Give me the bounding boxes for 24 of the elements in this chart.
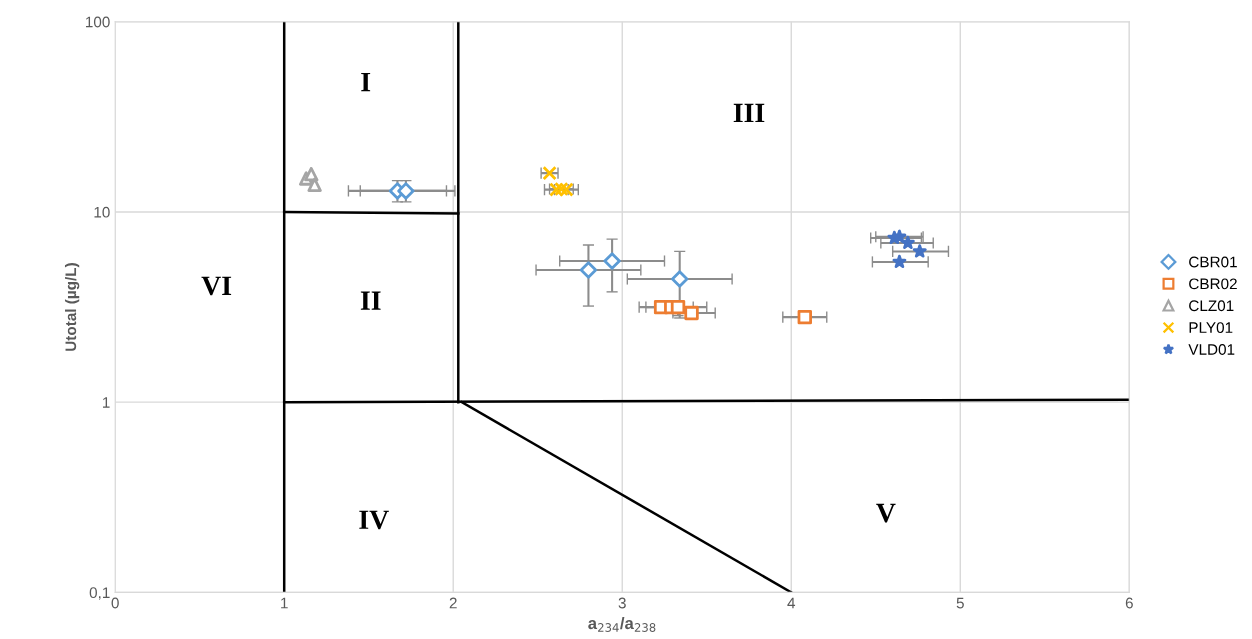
y-tick-label: 100 [86,16,110,28]
legend-label: PLY01 [1189,322,1233,334]
x-axis-title: a$_{234}$/a$_{238}$ [588,616,656,632]
y-tick-label: 10 [94,206,110,218]
annotation: I [361,72,371,92]
x-tick-label: 1 [281,597,288,609]
x-tick-label: 3 [618,597,626,609]
x-tick-label: 5 [956,597,964,609]
legend-label: CBR01 [1189,256,1237,268]
y-axis-title: Utotal (µg/L) [64,263,80,351]
legend-label: VLD01 [1188,344,1235,355]
annotation: V [876,503,896,523]
annotation: II [360,291,381,310]
x-tick-label: 2 [449,597,457,609]
y-tick-label: 1 [102,397,110,408]
y-tick-label: 0,1 [89,587,110,600]
x-tick-label: 4 [787,597,796,609]
legend-label: CBR02 [1189,278,1237,290]
annotation: VI [201,276,232,296]
annotation: III [733,103,765,122]
legend-label: CLZ01 [1189,300,1234,312]
x-tick-label: 6 [1125,597,1133,609]
x-tick-label: 0 [111,597,119,609]
annotation: IV [359,510,389,530]
